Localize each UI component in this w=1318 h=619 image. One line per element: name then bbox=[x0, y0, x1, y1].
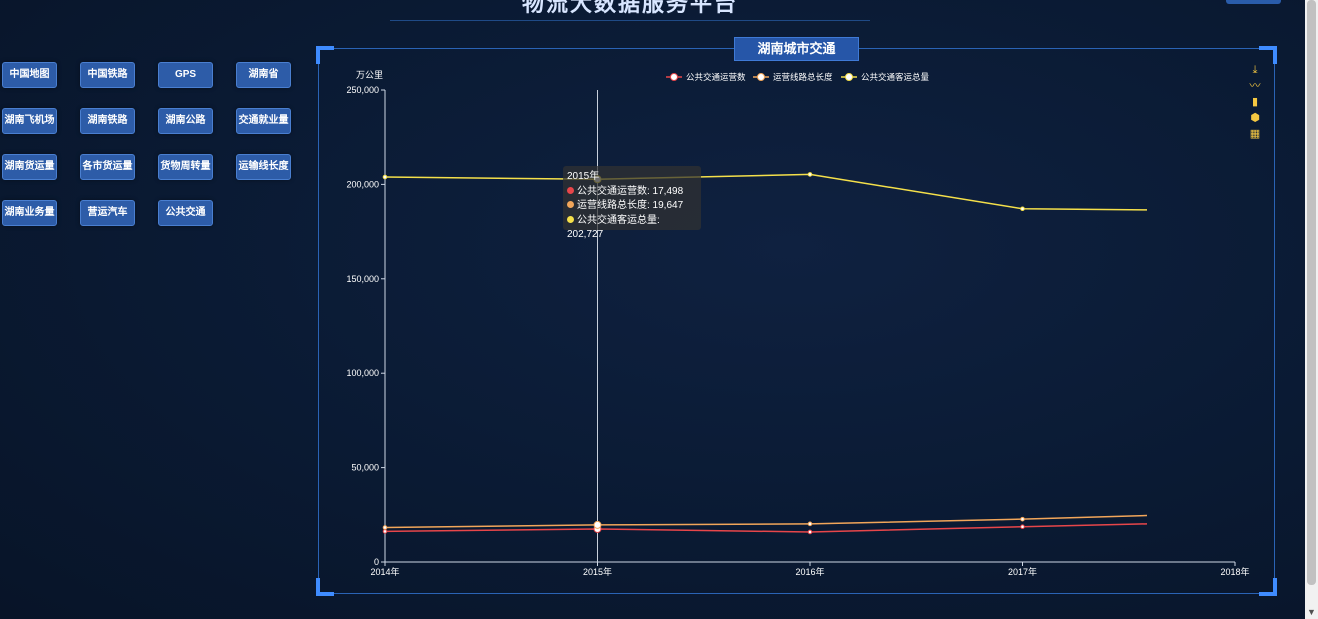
nav-button-hunan-highway[interactable]: 湖南公路 bbox=[158, 108, 213, 134]
tooltip-dot bbox=[567, 201, 574, 208]
stack-icon[interactable]: ⬢ bbox=[1250, 112, 1260, 124]
panel-title: 湖南城市交通 bbox=[734, 37, 859, 61]
panel-corner bbox=[1259, 46, 1277, 64]
y-tick-label: 200,000 bbox=[346, 179, 379, 189]
data-point bbox=[1020, 516, 1025, 522]
data-point bbox=[1020, 206, 1025, 212]
line-chart-icon[interactable]: 〰 bbox=[1249, 80, 1261, 92]
x-tick-label: 2014年 bbox=[370, 566, 399, 577]
x-tick-label: 2017年 bbox=[1008, 566, 1037, 577]
page-title: 物流大数据服务平台 bbox=[521, 0, 738, 16]
data-point bbox=[382, 525, 388, 530]
nav-button-gps[interactable]: GPS bbox=[158, 62, 213, 88]
tooltip-dot bbox=[567, 186, 574, 194]
series-line bbox=[384, 514, 1148, 529]
legend-marker bbox=[845, 73, 853, 81]
legend-label: 公共交通运营数 bbox=[686, 72, 746, 82]
nav-button-route-length[interactable]: 运输线长度 bbox=[236, 154, 291, 180]
data-point bbox=[807, 529, 813, 535]
y-tick-label: 250,000 bbox=[346, 85, 379, 95]
tooltip-row: 运营线路总长度: 19,647 bbox=[577, 200, 684, 211]
bar-chart-icon[interactable]: ▮ bbox=[1251, 96, 1259, 108]
y-axis-label: 万公里 bbox=[356, 70, 383, 80]
nav-button-transport-employment[interactable]: 交通就业量 bbox=[236, 108, 291, 134]
nav-button-china-railway[interactable]: 中国铁路 bbox=[80, 62, 135, 88]
nav-button-china-map[interactable]: 中国地图 bbox=[2, 62, 57, 88]
legend-label: 运营线路总长度 bbox=[773, 72, 833, 82]
x-tick-label: 2016年 bbox=[795, 566, 824, 577]
tiled-icon[interactable]: ▦ bbox=[1249, 128, 1261, 140]
data-point bbox=[807, 172, 813, 177]
panel-corner bbox=[316, 578, 334, 596]
nav-button-city-freight[interactable]: 各市货运量 bbox=[80, 154, 135, 180]
panel-corner bbox=[316, 46, 334, 64]
nav-button-cargo-turnover[interactable]: 货物周转量 bbox=[158, 154, 213, 180]
series-line bbox=[384, 523, 1148, 533]
scrollbar-thumb[interactable] bbox=[1307, 0, 1316, 585]
tooltip-title: 2015年 bbox=[567, 171, 600, 182]
scroll-down-icon[interactable]: ▼ bbox=[1307, 607, 1316, 617]
y-tick-label: 150,000 bbox=[346, 274, 379, 284]
data-point bbox=[382, 174, 388, 180]
y-tick-label: 0 bbox=[374, 557, 379, 567]
chart-toolbox: ⤓ 〰 ▮ ⬢ ▦ bbox=[1249, 64, 1263, 144]
nav-button-hunan-freight[interactable]: 湖南货运量 bbox=[2, 154, 57, 180]
nav-button-hunan-business[interactable]: 湖南业务量 bbox=[2, 200, 57, 226]
data-point bbox=[382, 529, 388, 534]
legend-label: 公共交通客运总量 bbox=[861, 72, 930, 82]
y-tick-label: 50,000 bbox=[351, 463, 379, 473]
nav-button-hunan-railway[interactable]: 湖南铁路 bbox=[80, 108, 135, 134]
legend-marker bbox=[670, 73, 678, 81]
top-right-button[interactable] bbox=[1226, 0, 1281, 4]
data-point bbox=[807, 521, 813, 527]
tooltip-row: 公共交通运营数: 17,498 bbox=[577, 185, 684, 197]
nav-button-hunan-airport[interactable]: 湖南飞机场 bbox=[2, 108, 57, 134]
x-tick-label: 2018年 bbox=[1220, 566, 1249, 577]
nav-button-public-transport[interactable]: 公共交通 bbox=[158, 200, 213, 226]
data-point bbox=[1020, 524, 1025, 529]
series-line bbox=[384, 173, 1148, 211]
y-tick-label: 100,000 bbox=[346, 368, 379, 378]
x-tick-label: 2015年 bbox=[583, 566, 612, 577]
chart-tooltip: 2015年 公共交通运营数: 17,498 运营线路总长度: 19,647 公共… bbox=[563, 166, 701, 240]
title-bar: 物流大数据服务平台 bbox=[390, 0, 870, 21]
tooltip-dot bbox=[567, 215, 574, 223]
tooltip-row: 公共交通客运总量: 202,727 bbox=[567, 214, 660, 241]
nav-button-commercial-vehicles[interactable]: 营运汽车 bbox=[80, 200, 135, 226]
save-icon[interactable]: ⤓ bbox=[1252, 64, 1258, 76]
scrollbar[interactable]: ▼ bbox=[1305, 0, 1318, 619]
panel-corner bbox=[1259, 578, 1277, 596]
nav-button-hunan-province[interactable]: 湖南省 bbox=[236, 62, 291, 88]
legend-marker bbox=[757, 73, 765, 81]
data-point bbox=[593, 520, 602, 529]
